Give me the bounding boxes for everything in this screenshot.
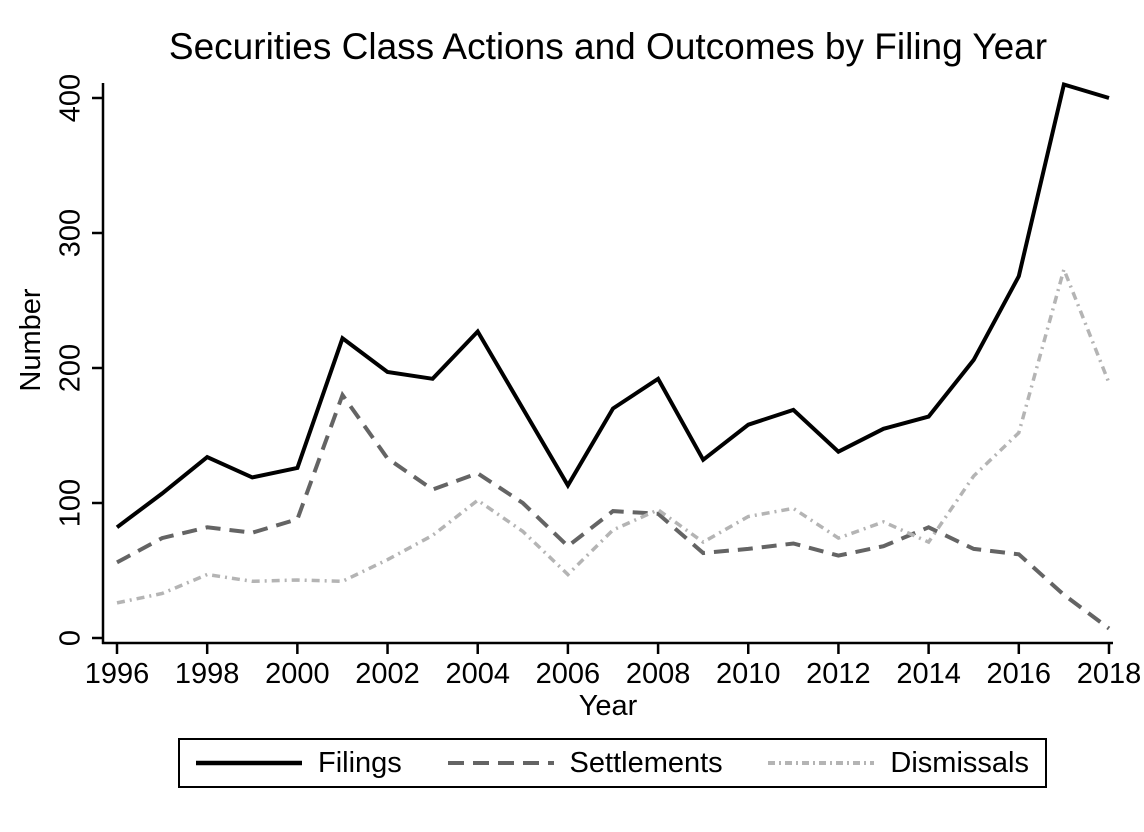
x-axis-title: Year (579, 690, 638, 722)
series-group (115, 81, 1111, 631)
legend-label-settlements: Settlements (569, 746, 723, 779)
y-tick-label: 100 (55, 479, 87, 527)
x-tick-group: 1996 1998 2000 2002 2004 2006 2008 2010 2012 2014… (85, 643, 1141, 690)
y-tick-label: 300 (55, 209, 87, 257)
x-tick-label: 2002 (355, 658, 420, 690)
legend-item-settlements: Settlements (447, 746, 723, 780)
filings-line-sample-icon (196, 760, 302, 766)
x-tick-label: 2012 (806, 658, 871, 690)
x-tick-label: 1996 (85, 658, 150, 690)
x-tick-label: 2014 (896, 658, 961, 690)
legend-item-filings: Filings (196, 747, 402, 780)
x-tick-label: 2018 (1077, 658, 1142, 690)
y-tick-label: 200 (55, 344, 87, 392)
series-dismissals (116, 263, 1111, 605)
x-tick-label: 1998 (175, 658, 240, 690)
x-tick-label: 2016 (987, 658, 1052, 690)
x-tick-label: 2000 (265, 658, 330, 690)
y-tick-label: 0 (55, 630, 87, 646)
plot-area: 0 100 200 300 400 1996 1998 2000 2002 2004 2006 20… (15, 74, 1141, 722)
series-settlements (116, 390, 1111, 631)
y-axis-title: Number (15, 288, 47, 391)
legend-label-filings: Filings (318, 746, 402, 779)
series-filings (115, 81, 1110, 529)
legend-label-dismissals: Dismissals (890, 746, 1029, 779)
settlements-line-sample-icon (447, 761, 554, 765)
x-tick-label: 2004 (445, 658, 510, 690)
x-tick-label: 2006 (536, 658, 601, 690)
legend-item-dismissals: Dismissals (768, 747, 1029, 780)
x-tick-label: 2010 (716, 658, 781, 690)
x-tick-label: 2008 (626, 658, 691, 690)
legend: Filings Settlements Dismissals (178, 738, 1047, 788)
chart-title: Securities Class Actions and Outcomes by… (168, 26, 1048, 67)
y-tick-label: 400 (55, 74, 87, 122)
y-tick-group: 0 100 200 300 400 (55, 74, 103, 646)
dismissals-line-sample-icon (768, 761, 875, 765)
